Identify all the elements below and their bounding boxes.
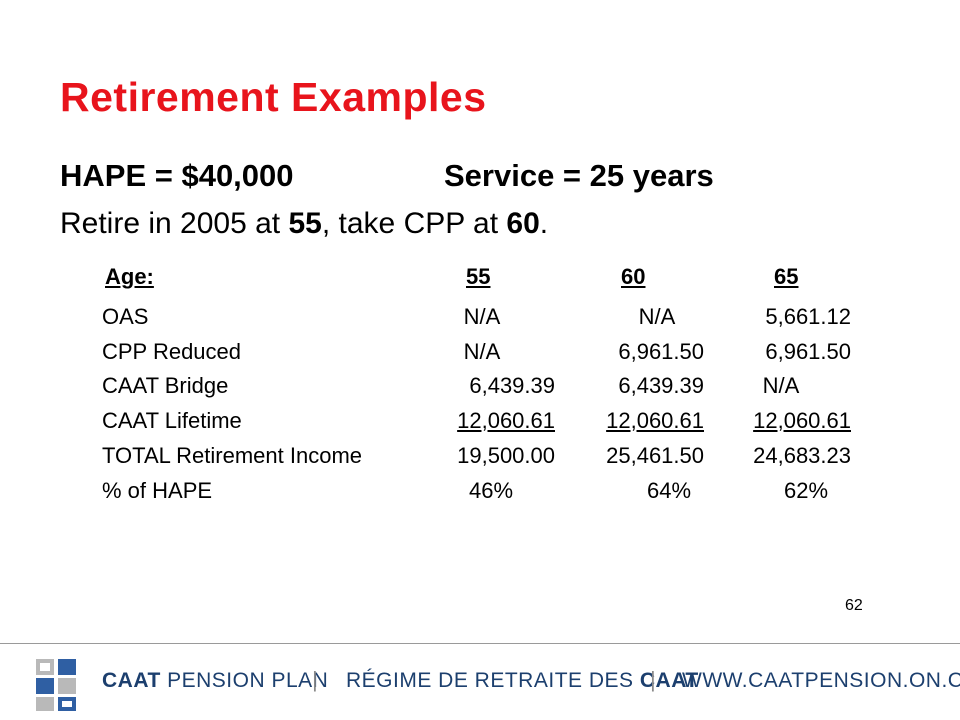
cpp-age: 60	[506, 207, 540, 240]
row-value-age-65: 62%	[783, 478, 829, 503]
retire-text-2: , take CPP at	[321, 207, 507, 240]
row-label: CAAT Lifetime	[102, 408, 242, 433]
row-label: CAAT Bridge	[102, 373, 229, 398]
row-label: TOTAL Retirement Income	[102, 443, 363, 468]
row-value-age-55: 46%	[468, 478, 514, 503]
age-header-55: 55	[466, 264, 491, 289]
row-value-age-65: 24,683.23	[753, 443, 851, 468]
age-header-65: 65	[774, 264, 799, 289]
retire-text-3: .	[539, 207, 549, 240]
slide-title: Retirement Examples	[60, 74, 487, 120]
caat-logo-icon	[36, 659, 76, 711]
retire-text-1: Retire in 2005 at	[60, 207, 289, 240]
row-value-age-65: 5,661.12	[765, 304, 851, 329]
hape-line: HAPE = $40,000 Service = 25 years	[60, 158, 714, 194]
footer-regime-rest: RÉGIME DE RETRAITE DES	[346, 669, 640, 692]
row-value-age-60: 12,060.61	[606, 408, 704, 433]
row-value-age-60: 25,461.50	[606, 443, 704, 468]
row-value-age-60: N/A	[638, 304, 676, 329]
row-value-age-65: 12,060.61	[753, 408, 851, 433]
footer-website[interactable]: WWW.CAATPENSION.ON.CA	[682, 669, 960, 692]
footer-brand-rest: PENSION PLAN	[160, 669, 329, 692]
row-value-age-65: 6,961.50	[765, 339, 851, 364]
footer-brand-bold: CAAT	[102, 669, 161, 692]
footer-bar: CAAT PENSION PLAN | RÉGIME DE RETRAITE D…	[0, 651, 960, 720]
row-value-age-60: 6,961.50	[618, 339, 704, 364]
footer-divider	[0, 643, 960, 644]
slide-number: 62	[845, 597, 863, 614]
row-value-age-55: 12,060.61	[457, 408, 555, 433]
row-value-age-55: N/A	[463, 304, 501, 329]
row-value-age-55: 19,500.00	[457, 443, 555, 468]
service-value: Service = 25 years	[444, 158, 714, 193]
row-value-age-55: 6,439.39	[469, 373, 555, 398]
row-value-age-60: 64%	[646, 478, 692, 503]
row-value-age-55: N/A	[463, 339, 501, 364]
row-value-age-65: N/A	[762, 373, 800, 398]
footer-separator-1: |	[312, 667, 318, 692]
footer-separator-2: |	[650, 667, 656, 692]
row-label: % of HAPE	[102, 478, 213, 503]
row-label: CPP Reduced	[102, 339, 242, 364]
retire-line: Retire in 2005 at 55, take CPP at 60.	[60, 207, 548, 241]
retire-age: 55	[288, 207, 322, 240]
age-header-label: Age:	[105, 264, 154, 289]
row-value-age-60: 6,439.39	[618, 373, 704, 398]
footer-regime-bold: CAAT	[639, 669, 699, 692]
age-header-60: 60	[621, 264, 646, 289]
hape-value: HAPE = $40,000	[60, 158, 294, 193]
row-label: OAS	[102, 304, 149, 329]
